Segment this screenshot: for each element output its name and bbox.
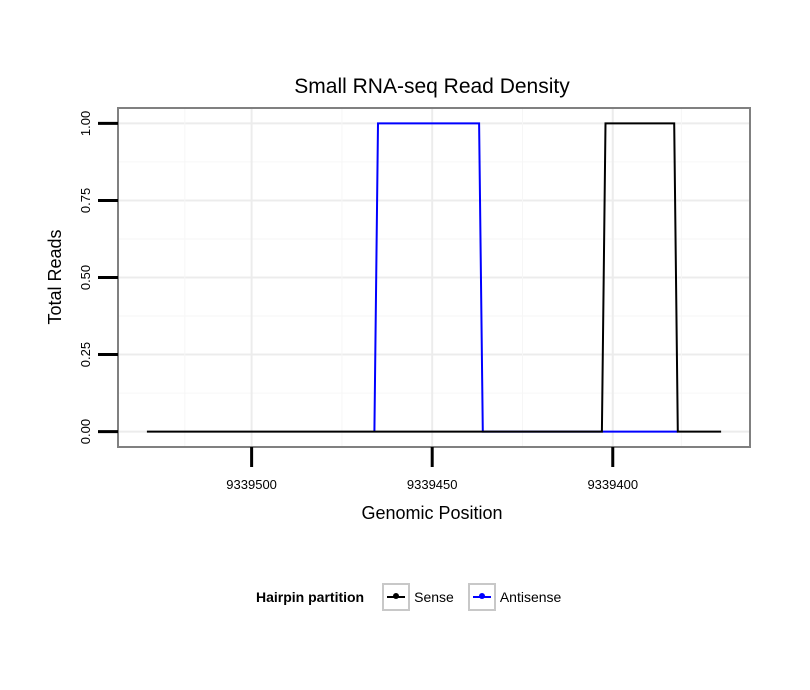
x-axis: 9339500 9339450 9339400 [226, 447, 638, 492]
x-tick-label: 9339400 [587, 477, 638, 492]
chart-title: Small RNA-seq Read Density [294, 75, 570, 98]
legend-item-sense: Sense [382, 583, 460, 611]
y-axis: 0.00 0.25 0.50 0.75 1.00 [78, 111, 118, 444]
y-tick-label: 0.25 [78, 342, 93, 367]
x-axis-label: Genomic Position [361, 503, 502, 523]
legend: Hairpin partition Sense Antisense [256, 580, 575, 614]
series-line-antisense [373, 122, 678, 433]
x-tick-label: 9339450 [407, 477, 458, 492]
legend-label-antisense: Antisense [499, 589, 562, 605]
y-tick-label: 0.50 [78, 265, 93, 290]
legend-label-sense: Sense [414, 589, 454, 605]
legend-key-antisense-icon [467, 583, 496, 611]
y-tick-label: 0.00 [78, 419, 93, 444]
y-tick-label: 1.00 [78, 111, 93, 136]
legend-title: Hairpin partition [256, 589, 365, 605]
legend-key-sense-icon [382, 583, 411, 611]
x-tick-label: 9339500 [226, 477, 277, 492]
series-layer [146, 122, 722, 433]
y-tick-label: 0.75 [78, 188, 93, 213]
legend-item-antisense: Antisense [467, 583, 567, 611]
y-axis-label: Total Reads [45, 229, 65, 324]
series-line-sense [146, 122, 722, 433]
